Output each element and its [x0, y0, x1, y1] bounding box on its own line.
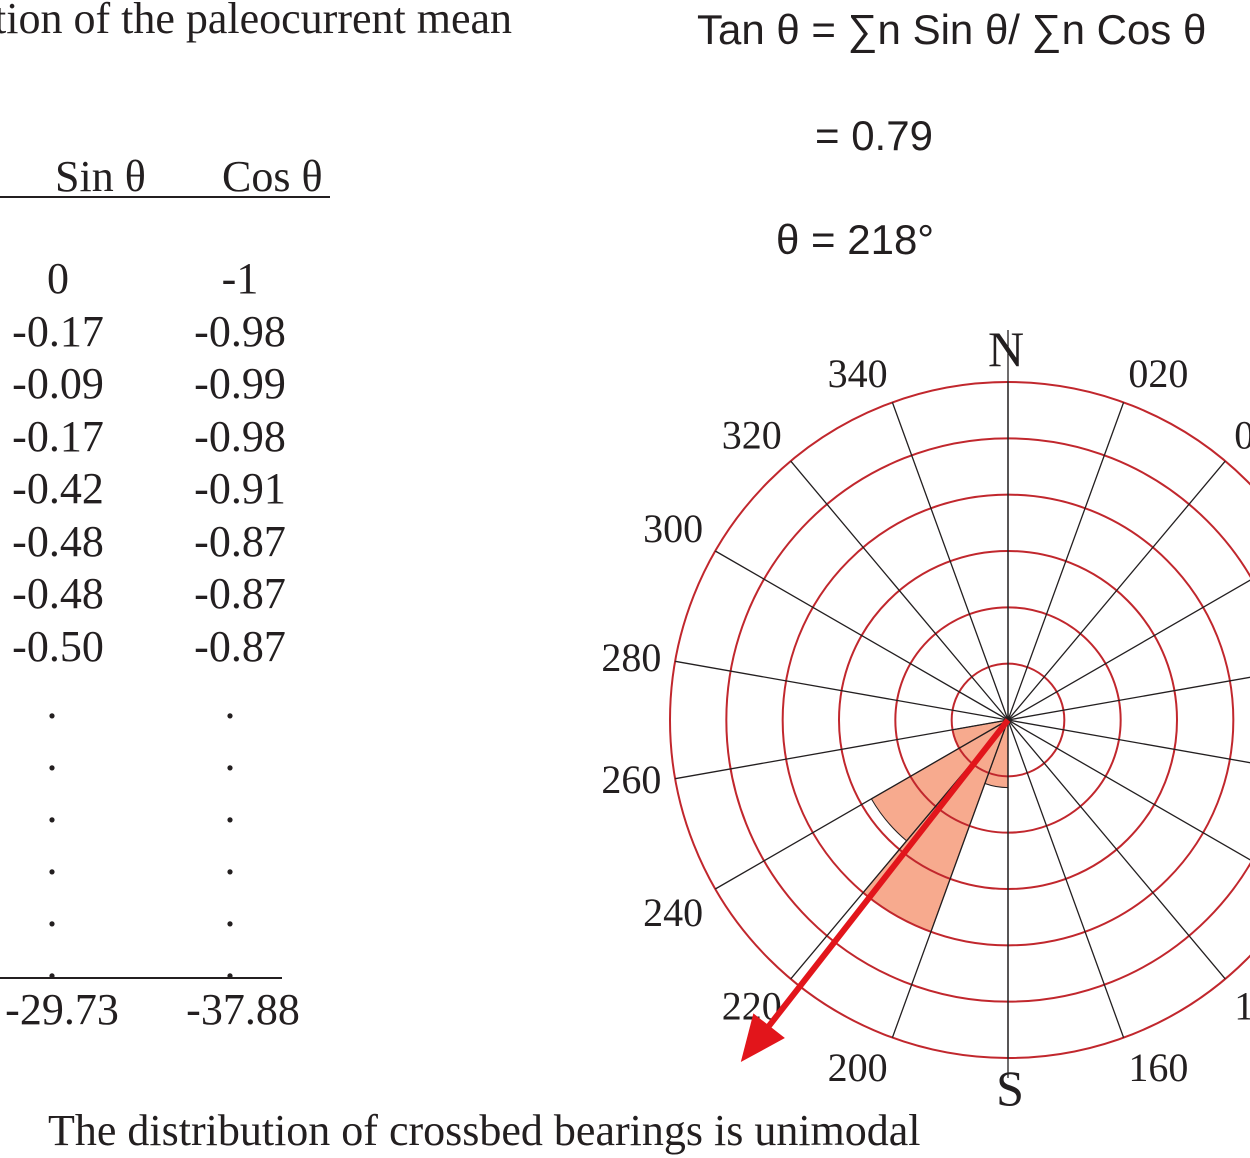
table-cell-cos: -1	[221, 254, 259, 303]
total-cos: -37.88	[186, 985, 300, 1034]
rose-spoke	[714, 550, 1009, 721]
formula-text: Tan θ = ∑n Sin θ/ ∑n Cos θ	[697, 6, 1207, 53]
bearing-label-040: 040	[1234, 412, 1250, 457]
totals-rule	[0, 977, 282, 979]
caption: The distribution of crossbed bearings is…	[48, 1106, 921, 1155]
bearing-label-280: 280	[601, 635, 661, 680]
rose-ring	[669, 381, 1250, 1059]
table-ellipsis-dot: .	[46, 783, 58, 832]
angle-text: θ = 218°	[776, 216, 935, 263]
table-cell-sin: 0	[47, 254, 69, 303]
table-ellipsis-dot: .	[46, 731, 58, 780]
bearing-label-300: 300	[643, 506, 703, 551]
rose-spoke	[1007, 719, 1250, 764]
rose-spoke	[1007, 719, 1226, 980]
rose-spoke	[1007, 402, 1125, 721]
mean-vector-head	[740, 1013, 785, 1062]
table-cell-sin: -0.48	[12, 569, 104, 618]
table-cell-sin: -0.17	[12, 306, 104, 356]
spokes	[675, 330, 1250, 1078]
rose-spoke	[1007, 676, 1250, 721]
rose-ring	[725, 437, 1250, 1003]
table-ellipsis-dot: .	[224, 887, 236, 936]
table-ellipsis-dot: .	[46, 679, 58, 728]
bearing-label-140: 140	[1234, 984, 1250, 1029]
bearing-labels: NS340020040320300280260240220200160140	[601, 321, 1250, 1116]
table-ellipsis-dot: .	[224, 731, 236, 780]
table-ellipsis-dot: .	[46, 835, 58, 884]
table-cell-cos: -0.91	[194, 464, 286, 513]
bearing-label-340: 340	[828, 351, 888, 396]
bearing-label-240: 240	[643, 890, 703, 935]
table-header-sin: Sin θ	[55, 152, 146, 201]
table-ellipsis-dot: .	[224, 783, 236, 832]
rings	[669, 381, 1250, 1059]
table-cell-sin: -0.09	[12, 359, 104, 408]
table-ellipsis-dot: .	[224, 939, 236, 988]
ratio-text: = 0.79	[815, 112, 933, 159]
table-cell-sin: -0.48	[12, 516, 104, 566]
mean-vector-arrow	[740, 718, 1011, 1062]
rose-spoke	[675, 660, 1009, 721]
table-header-cos: Cos θ	[222, 152, 323, 201]
bearing-label-020: 020	[1128, 351, 1188, 396]
rose-spoke	[1007, 579, 1250, 721]
bearing-label-200: 200	[828, 1045, 888, 1090]
mean-vector-shaft	[760, 718, 1011, 1036]
table-cell-sin: -0.50	[12, 621, 104, 671]
table-cell-sin: -0.17	[12, 411, 104, 461]
rose-spoke	[790, 460, 1009, 721]
rose-spoke	[714, 719, 1009, 890]
table-cell-cos: -0.87	[194, 516, 286, 566]
south-label: S	[996, 1060, 1024, 1116]
table-cell-cos: -0.99	[194, 359, 286, 408]
rose-spoke	[891, 719, 1009, 1038]
table-ellipsis-dot: .	[46, 887, 58, 936]
heading-fragment: tion of the paleocurrent mean	[0, 0, 513, 43]
table-ellipsis-dot: .	[224, 835, 236, 884]
bearing-label-160: 160	[1128, 1045, 1188, 1090]
bearing-label-320: 320	[722, 412, 782, 457]
header-rule	[0, 196, 330, 198]
table-cell-cos: -0.98	[194, 306, 286, 356]
table-cell-cos: -0.87	[194, 569, 286, 618]
table-cell-cos: -0.98	[194, 411, 286, 461]
table-cell-sin: -0.42	[12, 464, 104, 513]
total-sin: -29.73	[5, 985, 119, 1034]
rose-spoke	[1007, 719, 1125, 1038]
rose-spoke	[1007, 460, 1226, 721]
rose-spoke	[1007, 719, 1250, 861]
rose-spoke	[675, 719, 1009, 780]
north-label: N	[988, 321, 1024, 377]
table-ellipsis-dot: .	[224, 679, 236, 728]
rose-spoke	[891, 402, 1009, 721]
table-cell-cos: -0.87	[194, 621, 286, 671]
table-ellipsis-dot: .	[46, 939, 58, 988]
bearing-label-260: 260	[601, 757, 661, 802]
